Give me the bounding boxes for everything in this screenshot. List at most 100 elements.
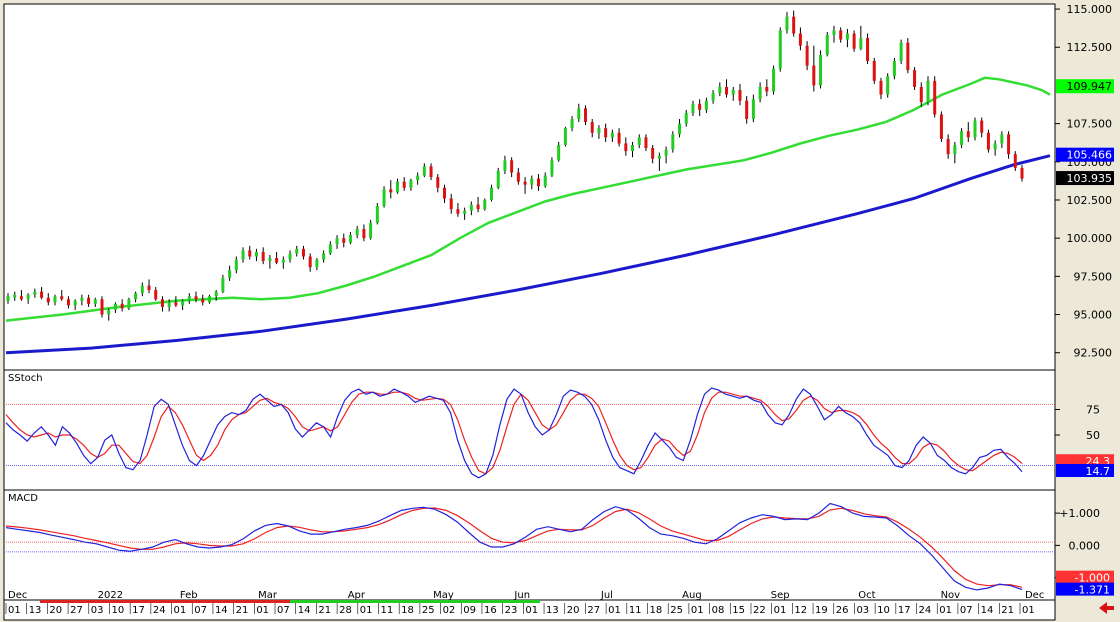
day-label: 21 (236, 605, 249, 616)
candle (939, 111, 943, 142)
candle (335, 235, 339, 249)
price-tick-label: 112.500 (1067, 41, 1113, 54)
candle (201, 294, 205, 306)
day-label: 27 (587, 605, 600, 616)
day-label: 01 (525, 605, 538, 616)
candle (980, 117, 984, 138)
day-label: 26 (836, 605, 849, 616)
candle (926, 76, 930, 106)
price-badge: 105.466 (1056, 147, 1114, 162)
candle (375, 203, 379, 225)
candle (617, 128, 621, 147)
day-label: 07 (194, 605, 207, 616)
candle (6, 293, 10, 304)
candle (537, 174, 541, 191)
candle (590, 119, 594, 138)
candle (778, 27, 782, 72)
price-badges: 109.947 105.466 103.935 (1056, 79, 1114, 186)
series-line (5, 502, 1023, 591)
candle (87, 294, 91, 307)
candle (832, 25, 836, 43)
candle (288, 250, 292, 263)
candle (946, 134, 950, 159)
day-label: 15 (732, 605, 745, 616)
svg-text:103.935: 103.935 (1067, 172, 1113, 185)
candle (342, 233, 346, 248)
candle (228, 265, 232, 281)
tick-label: 0.000 (1069, 539, 1101, 552)
day-label: 03 (91, 605, 104, 616)
day-label: 11 (629, 605, 642, 616)
price-panel[interactable]: 115.000112.500107.500105.000102.500100.0… (3, 3, 1114, 371)
candlesticks (6, 10, 1024, 321)
candle (745, 96, 749, 124)
candle (73, 299, 77, 310)
candle (214, 290, 218, 301)
price-tick-label: 107.500 (1067, 118, 1113, 131)
candle (348, 232, 352, 245)
day-label: 28 (339, 605, 352, 616)
month-label: Feb (180, 590, 198, 601)
day-label: 01 (691, 605, 704, 616)
candle (187, 293, 191, 304)
candle (19, 290, 23, 301)
candle (422, 163, 426, 178)
candle (207, 294, 211, 304)
candle (248, 245, 252, 260)
day-label: 25 (422, 605, 435, 616)
month-label: Nov (941, 590, 961, 601)
candle (765, 79, 769, 97)
candle (631, 141, 635, 158)
candle (268, 254, 272, 269)
candle (852, 30, 856, 52)
candle (933, 76, 937, 118)
day-label: 01 (8, 605, 21, 616)
left-arrow-icon[interactable] (1099, 602, 1114, 614)
candle (758, 82, 762, 103)
month-label: Dec (8, 590, 27, 601)
candle (772, 65, 776, 95)
day-label: 19 (815, 605, 828, 616)
month-label: Apr (348, 590, 366, 601)
candle (281, 256, 285, 269)
candle (503, 155, 507, 175)
value-badge: -1.371 (1056, 582, 1114, 597)
candle (40, 287, 44, 300)
day-label: 14 (298, 605, 311, 616)
candle (953, 141, 957, 164)
month-label: Oct (858, 590, 875, 601)
candle (859, 25, 863, 51)
candle (107, 308, 111, 321)
candle (409, 178, 413, 191)
candle (463, 207, 467, 220)
candle (543, 172, 547, 188)
candle (194, 291, 198, 303)
candle (46, 293, 50, 306)
candle (597, 125, 601, 139)
value-badge: -1.000 (1056, 570, 1114, 585)
candle (792, 10, 796, 37)
stoch-title: SStoch (8, 373, 43, 384)
range-bar-green (290, 600, 540, 603)
series-line (5, 391, 1023, 475)
day-label: 01 (360, 605, 373, 616)
day-label: 03 (856, 605, 869, 616)
candle (60, 290, 64, 301)
ma-blue-line (5, 154, 1051, 355)
candle (362, 224, 366, 242)
day-label: 21 (1001, 605, 1014, 616)
series-line (5, 387, 1023, 479)
candle (308, 253, 312, 272)
day-label: 14 (981, 605, 994, 616)
day-label: 09 (463, 605, 476, 616)
candle (476, 196, 480, 213)
candle (328, 241, 332, 255)
svg-text:109.947: 109.947 (1067, 80, 1113, 93)
candle (516, 167, 520, 185)
candle (691, 100, 695, 116)
candle (1020, 164, 1024, 182)
tick-label: 75 (1086, 404, 1100, 417)
